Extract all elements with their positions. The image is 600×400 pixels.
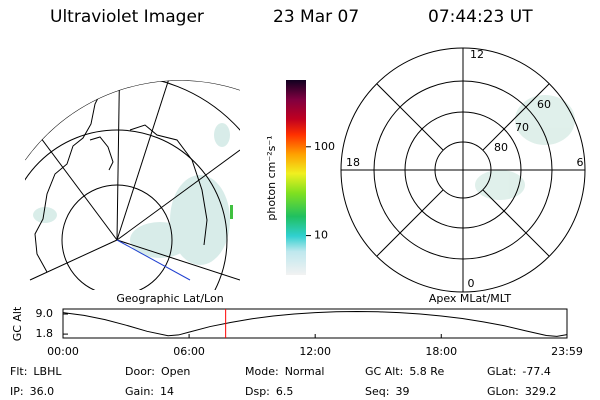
info-value: 6.5 [276,385,294,398]
y-tick-label: 1.8 [36,327,54,340]
altitude-line [62,311,568,337]
info-value: LBHL [33,365,62,378]
info-label: GC Alt: [365,365,403,378]
x-tick-label: 06:00 [173,345,205,358]
date: 23 Mar 07 [273,7,359,27]
mlat-label: 80 [494,141,508,154]
x-tick-label: 23:59 [551,345,583,358]
info-value: 329.2 [525,385,557,398]
colorbar-label: photon cm⁻²s⁻¹ [265,135,278,220]
info-label: Gain: [125,385,154,398]
colorbar-tick-label: 10 [314,229,328,242]
mlat-label: 60 [537,98,551,111]
info-value: Normal [285,365,325,378]
info-label: GLon: [487,385,519,398]
info-label: Seq: [365,385,389,398]
mlt-label: 12 [470,48,484,61]
title: Ultraviolet Imager [50,7,204,27]
info-label: Mode: [245,365,279,378]
mlt-label: 6 [577,156,584,169]
info-value: -77.4 [522,365,550,378]
mlt-label: 18 [346,156,360,169]
info-label: GLat: [487,365,516,378]
time: 07:44:23 UT [428,7,533,27]
info-value: 36.0 [30,385,55,398]
map-label: Geographic Lat/Lon [116,292,223,305]
info-label: IP: [10,385,24,398]
mlt-label: 0 [468,277,475,290]
map [25,80,240,290]
mlat-label: 70 [515,121,529,134]
colorbar-tick-label: 100 [314,140,335,153]
info-label: Flt: [10,365,27,378]
info-value: 5.8 Re [409,365,444,378]
x-tick-label: 18:00 [425,345,457,358]
x-tick-label: 12:00 [299,345,331,358]
polar-label: Apex MLat/MLT [429,292,512,305]
colorbar [286,80,306,275]
x-tick-label: 00:00 [47,345,79,358]
info-value: Open [161,365,190,378]
info-label: Door: [125,365,155,378]
y-label: GC Alt [11,306,24,341]
info-value: 14 [160,385,174,398]
info-label: Dsp: [245,385,270,398]
info-value: 39 [395,385,409,398]
y-tick-label: 9.0 [36,307,54,320]
polar-plot [340,47,586,293]
